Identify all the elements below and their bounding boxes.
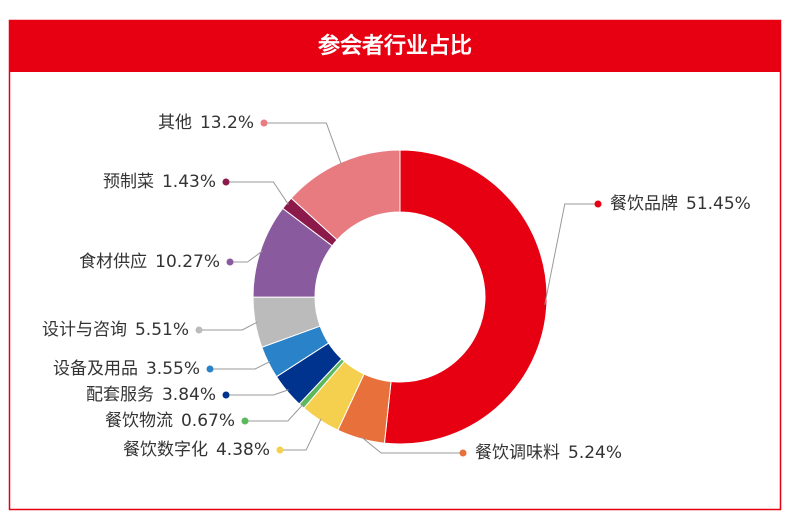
- legend-dot: [241, 417, 249, 425]
- legend-dot: [226, 258, 234, 266]
- data-label: 设备及用品 3.55%: [53, 359, 200, 379]
- category-label: 餐饮调味料: [475, 443, 560, 463]
- value-label: 0.67%: [181, 411, 235, 431]
- leader-line: [210, 361, 271, 370]
- value-label: 13.2%: [200, 113, 254, 133]
- category-label: 餐饮物流: [105, 411, 173, 431]
- leader-line: [360, 436, 463, 454]
- value-label: 4.38%: [216, 440, 270, 460]
- legend-dot: [260, 119, 268, 127]
- legend-dot: [276, 446, 284, 454]
- chart-title: 参会者行业占比: [318, 33, 472, 59]
- value-label: 1.43%: [162, 172, 216, 192]
- leader-line: [226, 181, 289, 205]
- leader-line: [245, 404, 304, 422]
- donut-slice: [290, 149, 401, 241]
- donut-slice: [383, 149, 548, 445]
- leader-line: [264, 122, 342, 165]
- category-label: 配套服务: [86, 385, 154, 405]
- value-label: 3.84%: [162, 385, 216, 405]
- category-label: 设计与咨询: [42, 320, 127, 340]
- data-label: 餐饮调味料 5.24%: [475, 443, 622, 463]
- data-label: 设计与咨询 5.51%: [42, 320, 189, 340]
- value-label: 5.24%: [568, 443, 622, 463]
- category-label: 设备及用品: [53, 359, 138, 379]
- category-label: 预制菜: [103, 172, 154, 192]
- data-label: 餐饮数字化 4.38%: [123, 440, 270, 460]
- category-label: 食材供应: [79, 252, 147, 272]
- data-label: 餐饮品牌 51.45%: [610, 194, 751, 214]
- category-label: 其他: [158, 113, 192, 133]
- header-bar: [9, 20, 781, 72]
- value-label: 10.27%: [155, 252, 220, 272]
- leader-line: [280, 418, 322, 451]
- value-label: 51.45%: [686, 194, 751, 214]
- data-label: 预制菜 1.43%: [103, 172, 216, 192]
- data-label: 其他 13.2%: [158, 113, 254, 133]
- value-label: 3.55%: [146, 359, 200, 379]
- leader-line: [199, 321, 258, 331]
- legend-dot: [222, 178, 230, 186]
- category-label: 餐饮数字化: [123, 440, 208, 460]
- value-label: 5.51%: [135, 320, 189, 340]
- leader-line: [226, 389, 289, 396]
- legend-dot: [459, 449, 467, 457]
- legend-dot: [206, 365, 214, 373]
- leader-line: [544, 203, 598, 305]
- data-label: 餐饮物流 0.67%: [105, 411, 235, 431]
- category-label: 餐饮品牌: [610, 194, 678, 214]
- legend-dot: [594, 200, 602, 208]
- legend-dot: [195, 326, 203, 334]
- legend-dot: [222, 391, 230, 399]
- leader-line: [230, 250, 263, 263]
- data-label: 配套服务 3.84%: [86, 385, 216, 405]
- data-label: 食材供应 10.27%: [79, 252, 220, 272]
